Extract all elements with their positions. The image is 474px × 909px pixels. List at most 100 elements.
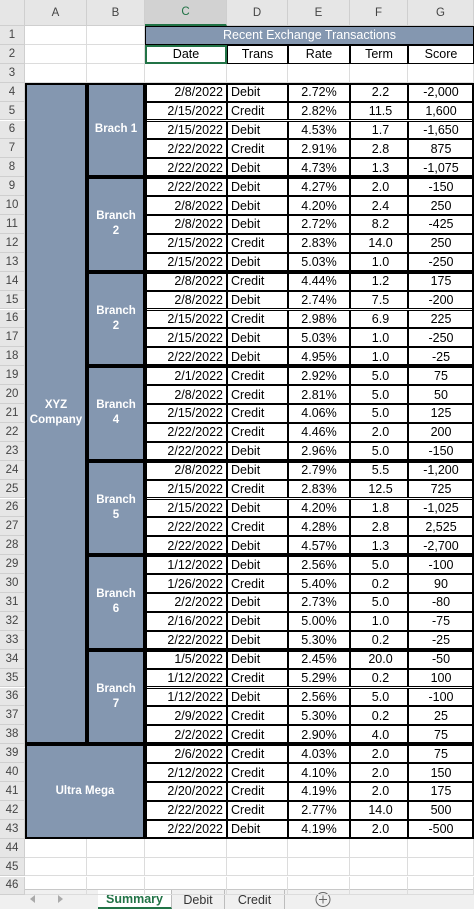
sheet-tab[interactable]: Debit — [172, 890, 225, 909]
data-cell: 2.8 — [350, 139, 408, 159]
row-header: 1 — [0, 26, 25, 45]
data-cell: 11.5 — [350, 101, 408, 121]
block-outline — [145, 82, 474, 178]
data-cell: Debit — [227, 215, 288, 234]
cell — [408, 876, 474, 896]
cell — [350, 857, 408, 877]
data-cell: Credit — [227, 517, 288, 537]
data-cell: 4.10% — [288, 763, 350, 782]
row-header: 27 — [0, 517, 25, 537]
data-cell: 5.40% — [288, 574, 350, 593]
column-header: A — [25, 0, 87, 26]
cell — [145, 876, 227, 896]
row-header: 5 — [0, 101, 25, 121]
row-header: 43 — [0, 819, 25, 839]
column-heading: Term — [350, 44, 408, 64]
column-header: B — [87, 0, 145, 26]
block-outline — [145, 649, 474, 745]
data-cell: Credit — [227, 101, 288, 121]
row-header: 32 — [0, 611, 25, 631]
cell — [25, 63, 87, 83]
data-cell: Debit — [227, 687, 288, 707]
data-cell: 7.5 — [350, 290, 408, 310]
row-header: 7 — [0, 139, 25, 159]
data-cell: 1.0 — [350, 611, 408, 631]
data-cell: Credit — [227, 574, 288, 593]
data-cell: 4.46% — [288, 422, 350, 442]
data-cell: 2.56% — [288, 687, 350, 707]
cell — [408, 63, 474, 83]
data-cell: 2.83% — [288, 233, 350, 253]
block-outline — [145, 366, 474, 461]
row-header: 38 — [0, 725, 25, 745]
block-outline — [145, 460, 474, 556]
row-header: 37 — [0, 706, 25, 726]
cell — [87, 838, 145, 858]
data-cell: 0.2 — [350, 574, 408, 593]
row-header: 28 — [0, 536, 25, 556]
column-heading: Score — [408, 44, 474, 64]
row-header: 16 — [0, 309, 25, 329]
data-cell: 1.7 — [350, 120, 408, 140]
data-cell: 0.2 — [350, 706, 408, 726]
group-label: XYZ Company — [25, 82, 87, 745]
cell — [87, 26, 145, 45]
row-header: 11 — [0, 215, 25, 234]
corner — [0, 0, 25, 26]
data-cell: 4.19% — [288, 782, 350, 801]
cell — [288, 876, 350, 896]
cell — [25, 857, 87, 877]
row-header: 4 — [0, 82, 25, 102]
block-outline — [145, 271, 474, 367]
branch-label: Branch 7 — [87, 649, 145, 745]
branch-label: Branch 6 — [87, 555, 145, 650]
row-header: 22 — [0, 422, 25, 442]
table-title: Recent Exchange Transactions — [145, 26, 474, 45]
branch-label: Brach 1 — [87, 82, 145, 178]
row-header: 10 — [0, 196, 25, 215]
data-cell: Debit — [227, 290, 288, 310]
data-cell: 14.0 — [350, 233, 408, 253]
row-header: 17 — [0, 328, 25, 348]
data-cell: Credit — [227, 404, 288, 423]
data-cell: Credit — [227, 309, 288, 329]
row-header: 31 — [0, 593, 25, 612]
data-cell: 4.20% — [288, 196, 350, 215]
cell — [227, 857, 288, 877]
row-header: 13 — [0, 252, 25, 272]
row-header: 20 — [0, 385, 25, 404]
data-cell: Credit — [227, 800, 288, 820]
branch-label: Branch 4 — [87, 366, 145, 461]
data-cell: 5.0 — [350, 385, 408, 404]
data-cell: Credit — [227, 782, 288, 801]
cell — [145, 857, 227, 877]
group-label: Ultra Mega — [25, 744, 145, 839]
data-cell: 2.81% — [288, 385, 350, 404]
data-cell: Debit — [227, 593, 288, 612]
sheet-tab[interactable]: Credit — [225, 890, 285, 909]
row-header: 42 — [0, 800, 25, 820]
cell — [408, 857, 474, 877]
data-cell: Debit — [227, 120, 288, 140]
data-cell: Credit — [227, 385, 288, 404]
data-cell: 4.53% — [288, 120, 350, 140]
cell — [87, 44, 145, 64]
data-cell: Credit — [227, 139, 288, 159]
data-cell: 2.4 — [350, 196, 408, 215]
row-header: 12 — [0, 233, 25, 253]
row-header: 9 — [0, 177, 25, 197]
data-cell: Credit — [227, 479, 288, 499]
column-header: G — [408, 0, 474, 26]
data-cell: Credit — [227, 763, 288, 782]
cell — [288, 63, 350, 83]
data-cell: 5.0 — [350, 404, 408, 423]
add-sheet[interactable] — [313, 890, 333, 909]
data-cell: 2.74% — [288, 290, 350, 310]
tab-nav[interactable] — [0, 890, 90, 909]
block-outline — [145, 555, 474, 650]
row-header: 30 — [0, 574, 25, 593]
row-header: 26 — [0, 498, 25, 518]
row-header: 35 — [0, 668, 25, 688]
data-cell: Debit — [227, 498, 288, 518]
